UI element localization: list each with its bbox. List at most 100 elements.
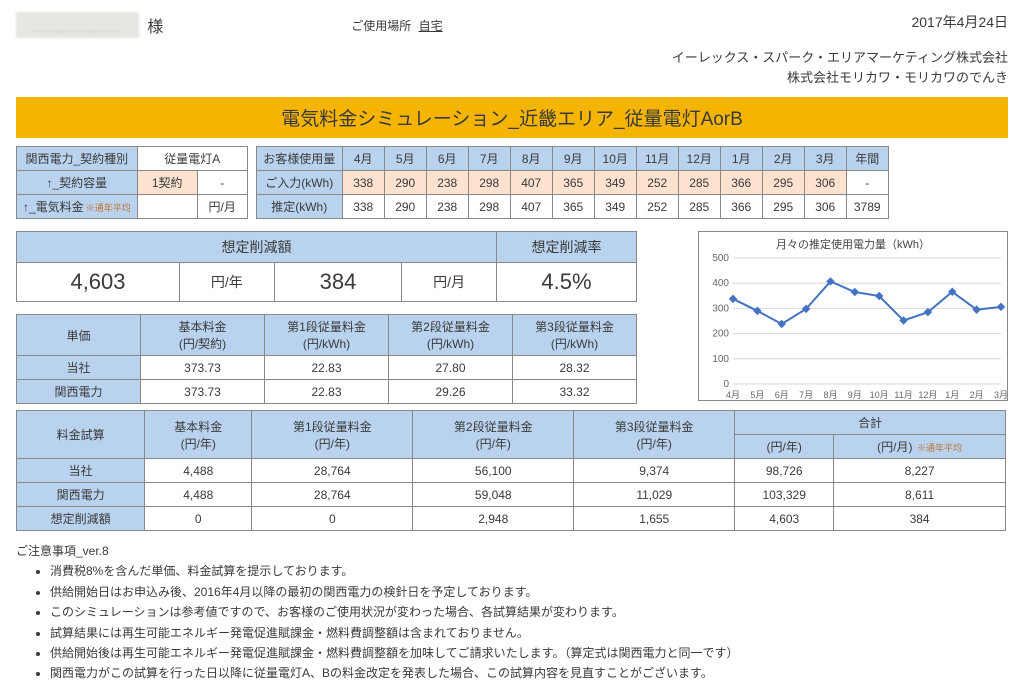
calc-cell: 11,029 [574,483,735,507]
usage-cell: 11月 [636,147,678,171]
usage-cell: 349 [594,171,636,195]
unit-cell: 33.32 [513,380,637,404]
unit-cell: 第3段従量料金(円/kWh) [513,315,637,356]
calc-cell: 28,764 [252,459,413,483]
page-title: 電気料金シミュレーション_近畿エリア_従量電灯AorB [16,97,1008,138]
calc-cell: 当社 [17,459,145,483]
calc-cell: 2,948 [413,507,574,531]
calc-header: 第1段従量料金(円/年) [252,411,413,459]
unit-cell: 27.80 [389,356,513,380]
unit-cell: 当社 [17,356,141,380]
svg-text:400: 400 [712,278,729,289]
company-line1: イーレックス・スパーク・エリアマーケティング株式会社 [16,48,1008,68]
calc-subheader: (円/月) ※通年平均 [834,435,1006,459]
notes-block: ご注意事項_ver.8 消費税8%を含んだ単価、料金試算を提示しております。供給… [16,541,1008,684]
contract-capacity-label: ↑_契約容量 [17,171,138,195]
calc-cell: 0 [252,507,413,531]
calc-cell: 0 [145,507,252,531]
usage-cell: - [846,171,888,195]
svg-text:300: 300 [712,303,729,314]
usage-cell: 285 [678,171,720,195]
customer-name-blur: ________ [16,12,139,38]
calc-header: 第3段従量料金(円/年) [574,411,735,459]
usage-cell: 290 [384,171,426,195]
location-label: ご使用場所 [351,19,411,33]
contract-fee-note: ※通年平均 [86,203,131,213]
svg-text:12月: 12月 [918,390,937,400]
svg-text:8月: 8月 [823,390,837,400]
savings-year-value: 4,603 [17,263,180,302]
unit-cell: 関西電力 [17,380,141,404]
calc-cell: 9,374 [574,459,735,483]
usage-cell: 407 [510,195,552,219]
svg-text:3月: 3月 [994,390,1007,400]
usage-cell: 2月 [762,147,804,171]
unit-price-table: 単価基本料金(円/契約)第1段従量料金(円/kWh)第2段従量料金(円/kWh)… [16,314,637,404]
calc-header: 第2段従量料金(円/年) [413,411,574,459]
contract-fee-unit: 円/月 [197,195,247,219]
calc-cell: 56,100 [413,459,574,483]
savings-amount-header: 想定削減額 [17,232,497,263]
unit-cell: 22.83 [265,380,389,404]
customer-name-block: ________ 様 ご使用場所 自宅 [16,12,443,38]
usage-cell: 1月 [720,147,762,171]
calc-header: 基本料金(円/年) [145,411,252,459]
usage-cell: 3789 [846,195,888,219]
usage-cell: 7月 [468,147,510,171]
usage-cell: 12月 [678,147,720,171]
calc-table: 料金試算基本料金(円/年)第1段従量料金(円/年)第2段従量料金(円/年)第3段… [16,410,1006,531]
contract-type-value: 従量電灯A [137,147,247,171]
unit-cell: 第1段従量料金(円/kWh) [265,315,389,356]
savings-table: 想定削減額 想定削減率 4,603 円/年 384 円/月 4.5% [16,231,637,302]
notes-list: 消費税8%を含んだ単価、料金試算を提示しております。供給開始日はお申込み後、20… [16,561,1008,683]
usage-cell: 5月 [384,147,426,171]
svg-text:1月: 1月 [945,390,959,400]
calc-cell: 4,603 [735,507,834,531]
usage-cell: 285 [678,195,720,219]
svg-text:5月: 5月 [750,390,764,400]
savings-year-unit: 円/年 [179,263,274,302]
header-row: ________ 様 ご使用場所 自宅 2017年4月24日 [16,12,1008,38]
calc-cell: 想定削減額 [17,507,145,531]
usage-cell: 366 [720,195,762,219]
usage-cell: お客様使用量 [256,147,342,171]
usage-cell: 8月 [510,147,552,171]
usage-cell: 338 [342,195,384,219]
usage-cell: 306 [804,195,846,219]
unit-cell: 第2段従量料金(円/kWh) [389,315,513,356]
svg-text:9月: 9月 [848,390,862,400]
calc-cell: 59,048 [413,483,574,507]
savings-month-value: 384 [274,263,401,302]
usage-cell: 407 [510,171,552,195]
svg-text:200: 200 [712,329,729,340]
calc-cell: 384 [834,507,1006,531]
usage-cell: 290 [384,195,426,219]
calc-cell: 4,488 [145,483,252,507]
savings-month-unit: 円/月 [402,263,497,302]
unit-cell: 373.73 [141,380,265,404]
note-item: 消費税8%を含んだ単価、料金試算を提示しております。 [50,561,1008,581]
usage-cell: 6月 [426,147,468,171]
note-item: このシミュレーションは参考値ですので、お客様のご使用状況が変わった場合、各試算結… [50,602,1008,622]
location-value: 自宅 [419,19,443,33]
company-line2: 株式会社モリカワ・モリカワのでんき [16,68,1008,88]
unit-cell: 29.26 [389,380,513,404]
honorific: 様 [147,13,163,37]
usage-cell: 9月 [552,147,594,171]
usage-chart: 月々の推定使用電力量（kWh） 01002003004005004月5月6月7月… [698,231,1008,401]
calc-subheader: (円/年) [735,435,834,459]
calc-header: 料金試算 [17,411,145,459]
usage-table: お客様使用量4月5月6月7月8月9月10月11月12月1月2月3月年間ご入力(k… [256,146,889,219]
svg-text:100: 100 [712,354,729,365]
left-tables-block: 想定削減額 想定削減率 4,603 円/年 384 円/月 4.5% 単価基本料… [16,231,637,404]
unit-cell: 基本料金(円/契約) [141,315,265,356]
calc-cell: 103,329 [735,483,834,507]
calc-cell: 1,655 [574,507,735,531]
svg-text:7月: 7月 [799,390,813,400]
usage-cell: 252 [636,195,678,219]
svg-text:11月: 11月 [894,390,912,400]
note-item: 試算結果には再生可能エネルギー発電促進賦課金・燃料費調整額は含まれておりません。 [50,623,1008,643]
usage-cell: 10月 [594,147,636,171]
calc-cell: 28,764 [252,483,413,507]
usage-cell: 338 [342,171,384,195]
